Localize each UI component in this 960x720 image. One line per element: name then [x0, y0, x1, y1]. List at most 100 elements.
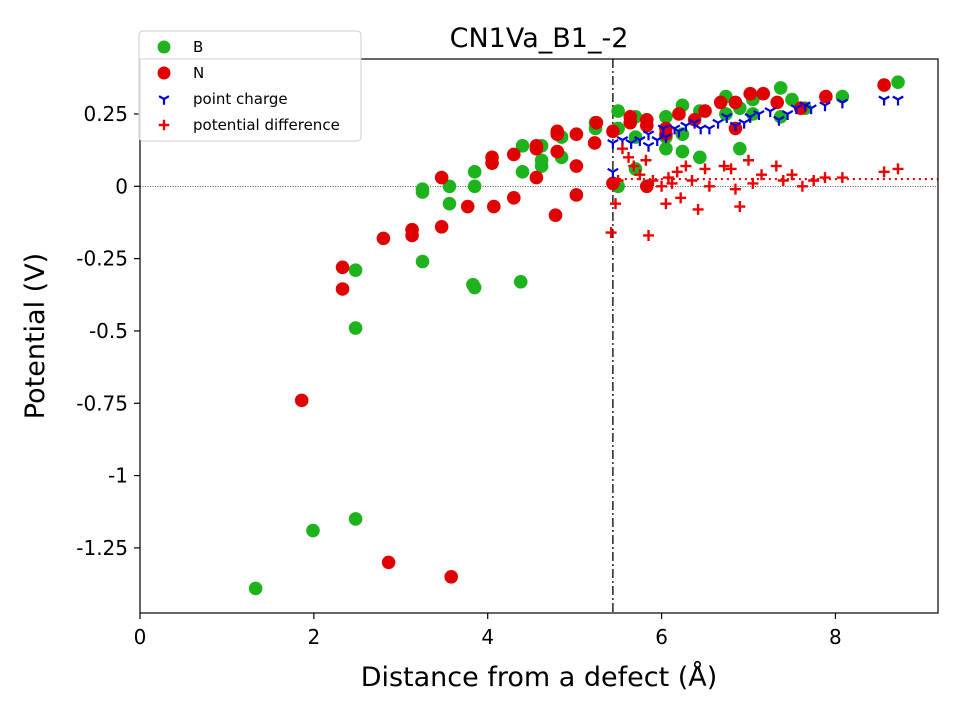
data-point	[569, 159, 584, 173]
x-tick-label: 0	[134, 625, 147, 649]
data-point	[777, 175, 789, 187]
data-point	[460, 199, 475, 214]
x-tick-label: 8	[829, 625, 842, 649]
legend-label: potential difference	[193, 116, 340, 134]
x-tick-label: 2	[307, 625, 320, 649]
data-point	[548, 208, 563, 223]
y-tick-label: -0.25	[76, 247, 128, 271]
data-point	[836, 98, 849, 109]
data-point	[688, 118, 701, 129]
data-point	[673, 127, 685, 138]
data-point	[348, 512, 363, 526]
data-point	[891, 75, 905, 89]
x-tick-label: 4	[481, 625, 494, 649]
data-point	[534, 153, 549, 168]
series-N	[294, 78, 891, 584]
x-tick-label: 6	[655, 625, 668, 649]
legend-box	[138, 30, 362, 142]
y-tick-label: 0.25	[83, 102, 128, 126]
data-point	[672, 107, 686, 121]
data-point	[485, 156, 499, 170]
data-point	[376, 231, 391, 246]
y-tick-label: -1	[108, 464, 128, 488]
data-point	[467, 280, 482, 295]
data-point	[703, 180, 715, 192]
data-point	[335, 282, 350, 296]
data-point	[643, 229, 655, 241]
y-tick-label: -0.5	[89, 319, 128, 343]
legend-marker	[157, 66, 171, 80]
data-point	[616, 143, 628, 155]
data-point	[515, 165, 530, 179]
data-point	[718, 160, 730, 172]
data-point	[659, 141, 673, 156]
data-point	[692, 203, 704, 215]
data-point	[663, 172, 675, 184]
series-point-charge	[607, 95, 904, 178]
data-point	[773, 110, 788, 124]
data-point	[742, 154, 754, 166]
series-potential-difference	[605, 143, 904, 241]
data-point	[434, 170, 449, 185]
data-point	[878, 95, 890, 106]
data-point	[796, 180, 808, 192]
data-point	[467, 165, 482, 179]
data-point	[675, 144, 690, 159]
plot-frame	[139, 58, 939, 614]
data-point	[693, 150, 707, 165]
data-point	[877, 78, 891, 92]
y-axis-label: Potential (V)	[20, 253, 51, 419]
data-point	[725, 163, 737, 175]
data-point	[405, 228, 419, 243]
data-point	[639, 118, 654, 133]
data-point	[786, 169, 798, 181]
data-point	[770, 160, 782, 172]
data-point	[686, 175, 698, 187]
data-point	[569, 127, 584, 142]
data-point	[529, 141, 544, 156]
data-point	[728, 95, 743, 110]
legend-marker	[158, 95, 170, 105]
data-point	[671, 166, 683, 178]
legend-label: B	[193, 38, 203, 56]
data-point	[248, 581, 263, 596]
data-point	[607, 167, 619, 178]
data-point	[642, 130, 655, 141]
data-point	[444, 570, 459, 584]
data-point	[790, 104, 803, 115]
data-point	[348, 321, 363, 335]
data-point	[442, 196, 457, 211]
data-point	[675, 192, 687, 204]
data-point	[605, 227, 617, 239]
data-point	[773, 81, 788, 95]
data-point	[642, 141, 655, 152]
y-tick-label: -1.25	[76, 536, 128, 560]
data-point	[415, 254, 430, 269]
series-B	[248, 75, 905, 596]
data-point	[513, 274, 528, 289]
data-point	[734, 201, 746, 213]
legend-marker	[158, 119, 170, 131]
data-point	[606, 124, 620, 139]
data-point	[628, 160, 640, 172]
data-point	[698, 104, 712, 118]
legend-label: point charge	[193, 90, 288, 108]
data-point	[712, 118, 724, 129]
data-point	[666, 177, 678, 189]
data-point	[434, 219, 449, 234]
data-point	[294, 393, 309, 408]
data-point	[808, 175, 820, 187]
data-point	[878, 166, 890, 178]
data-point	[744, 112, 757, 123]
data-point	[819, 101, 831, 112]
data-point	[506, 191, 521, 205]
legend-marker	[157, 40, 171, 54]
data-point	[738, 118, 750, 129]
data-point	[335, 260, 350, 275]
data-point	[764, 107, 776, 118]
data-point	[836, 172, 848, 184]
y-tick-label: 0	[115, 174, 128, 198]
data-point	[805, 104, 817, 115]
